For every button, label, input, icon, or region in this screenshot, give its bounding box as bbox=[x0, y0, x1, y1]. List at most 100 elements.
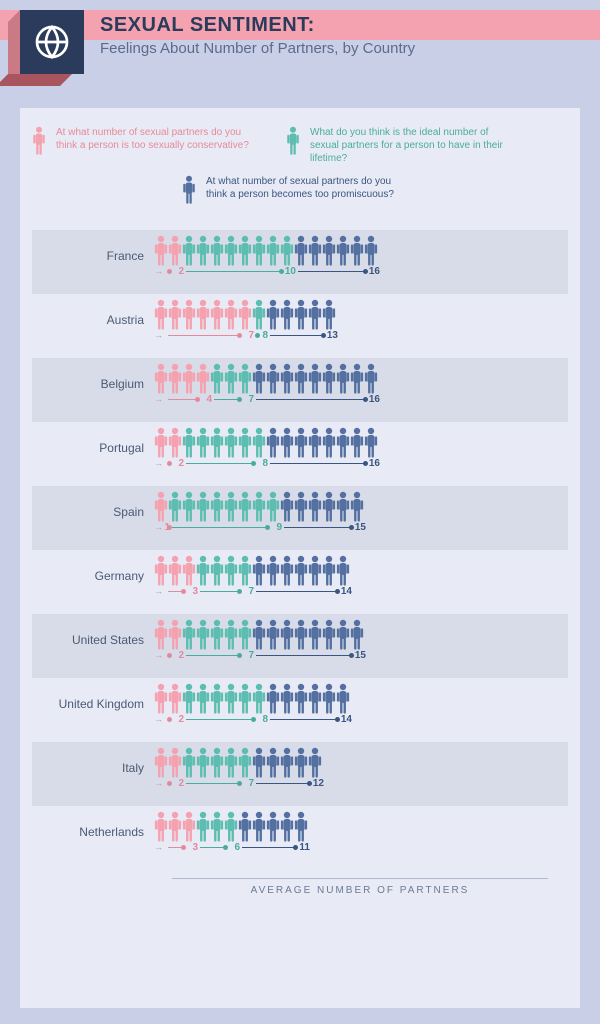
person-icon bbox=[266, 555, 280, 587]
data-row: United States→2715 bbox=[32, 614, 568, 678]
person-icon bbox=[224, 811, 238, 843]
person-icon bbox=[182, 747, 196, 779]
person-icon bbox=[210, 491, 224, 523]
person-icon bbox=[182, 811, 196, 843]
person-icon bbox=[322, 491, 336, 523]
person-icon bbox=[196, 427, 210, 459]
people-area: →2814 bbox=[154, 683, 568, 724]
person-icon bbox=[182, 619, 196, 651]
person-icon bbox=[238, 491, 252, 523]
person-icon bbox=[252, 491, 266, 523]
person-icon bbox=[266, 363, 280, 395]
person-icon bbox=[336, 683, 350, 715]
person-icon bbox=[224, 555, 238, 587]
annot-ideal: 8 bbox=[182, 458, 266, 468]
person-icon bbox=[322, 427, 336, 459]
people-area: →1915 bbox=[154, 491, 568, 532]
person-icon bbox=[266, 235, 280, 267]
people-area: →2712 bbox=[154, 747, 568, 788]
person-icon bbox=[182, 175, 196, 205]
legend-ideal: What do you think is the ideal number of… bbox=[286, 126, 510, 165]
person-icon bbox=[280, 299, 294, 331]
people-area: →2715 bbox=[154, 619, 568, 660]
person-icon bbox=[266, 619, 280, 651]
annot-promiscuous: 15 bbox=[280, 522, 364, 532]
people-icons bbox=[154, 747, 568, 779]
country-label: Netherlands bbox=[32, 811, 154, 839]
person-icon bbox=[350, 427, 364, 459]
person-icon bbox=[308, 235, 322, 267]
person-icon bbox=[168, 811, 182, 843]
page-subtitle: Feelings About Number of Partners, by Co… bbox=[100, 39, 415, 59]
person-icon bbox=[252, 427, 266, 459]
person-icon bbox=[238, 427, 252, 459]
person-icon bbox=[308, 363, 322, 395]
person-icon bbox=[308, 491, 322, 523]
person-icon bbox=[196, 299, 210, 331]
person-icon-teal bbox=[286, 126, 300, 161]
person-icon bbox=[280, 811, 294, 843]
person-icon bbox=[252, 555, 266, 587]
data-rows: France→21016Austria→7813Belgium→4716Port… bbox=[32, 230, 568, 870]
person-icon bbox=[252, 619, 266, 651]
annot-promiscuous: 13 bbox=[266, 330, 336, 340]
person-icon bbox=[252, 363, 266, 395]
person-icon bbox=[308, 427, 322, 459]
person-icon bbox=[280, 235, 294, 267]
annot-conservative: →3 bbox=[154, 586, 196, 596]
person-icon bbox=[322, 619, 336, 651]
country-label: Belgium bbox=[32, 363, 154, 391]
person-icon-navy bbox=[182, 175, 196, 210]
person-icon bbox=[238, 811, 252, 843]
person-icon bbox=[238, 299, 252, 331]
person-icon bbox=[238, 235, 252, 267]
country-label: Austria bbox=[32, 299, 154, 327]
annotation-row: →4716 bbox=[154, 394, 568, 404]
person-icon bbox=[294, 427, 308, 459]
person-icon bbox=[32, 126, 46, 156]
country-label: Italy bbox=[32, 747, 154, 775]
person-icon bbox=[196, 491, 210, 523]
annot-ideal: 8 bbox=[182, 714, 266, 724]
person-icon bbox=[196, 555, 210, 587]
annot-conservative: →2 bbox=[154, 458, 182, 468]
person-icon bbox=[252, 811, 266, 843]
person-icon bbox=[308, 747, 322, 779]
person-icon bbox=[210, 235, 224, 267]
person-icon bbox=[154, 299, 168, 331]
people-area: →3611 bbox=[154, 811, 568, 852]
data-row: Germany→3714 bbox=[32, 550, 568, 614]
person-icon bbox=[350, 235, 364, 267]
person-icon bbox=[168, 619, 182, 651]
data-row: Austria→7813 bbox=[32, 294, 568, 358]
person-icon bbox=[168, 363, 182, 395]
person-icon bbox=[280, 363, 294, 395]
person-icon bbox=[196, 235, 210, 267]
person-icon bbox=[168, 747, 182, 779]
annotation-row: →2712 bbox=[154, 778, 568, 788]
data-row: Italy→2712 bbox=[32, 742, 568, 806]
person-icon bbox=[210, 811, 224, 843]
annot-conservative: →2 bbox=[154, 778, 182, 788]
page-title: SEXUAL SENTIMENT: bbox=[100, 14, 415, 37]
person-icon bbox=[336, 555, 350, 587]
person-icon bbox=[168, 555, 182, 587]
person-icon bbox=[308, 299, 322, 331]
person-icon bbox=[266, 683, 280, 715]
person-icon bbox=[322, 235, 336, 267]
person-icon bbox=[266, 427, 280, 459]
people-icons bbox=[154, 363, 568, 395]
globe-icon bbox=[34, 24, 70, 60]
country-label: France bbox=[32, 235, 154, 263]
country-label: United States bbox=[32, 619, 154, 647]
person-icon bbox=[182, 363, 196, 395]
legend-text-conservative: At what number of sexual partners do you… bbox=[56, 126, 256, 152]
person-icon bbox=[182, 491, 196, 523]
legend-promiscuous: At what number of sexual partners do you… bbox=[182, 175, 568, 210]
person-icon bbox=[286, 126, 300, 156]
annotation-row: →21016 bbox=[154, 266, 568, 276]
person-icon bbox=[224, 491, 238, 523]
person-icon bbox=[182, 299, 196, 331]
person-icon bbox=[168, 491, 182, 523]
person-icon bbox=[196, 683, 210, 715]
